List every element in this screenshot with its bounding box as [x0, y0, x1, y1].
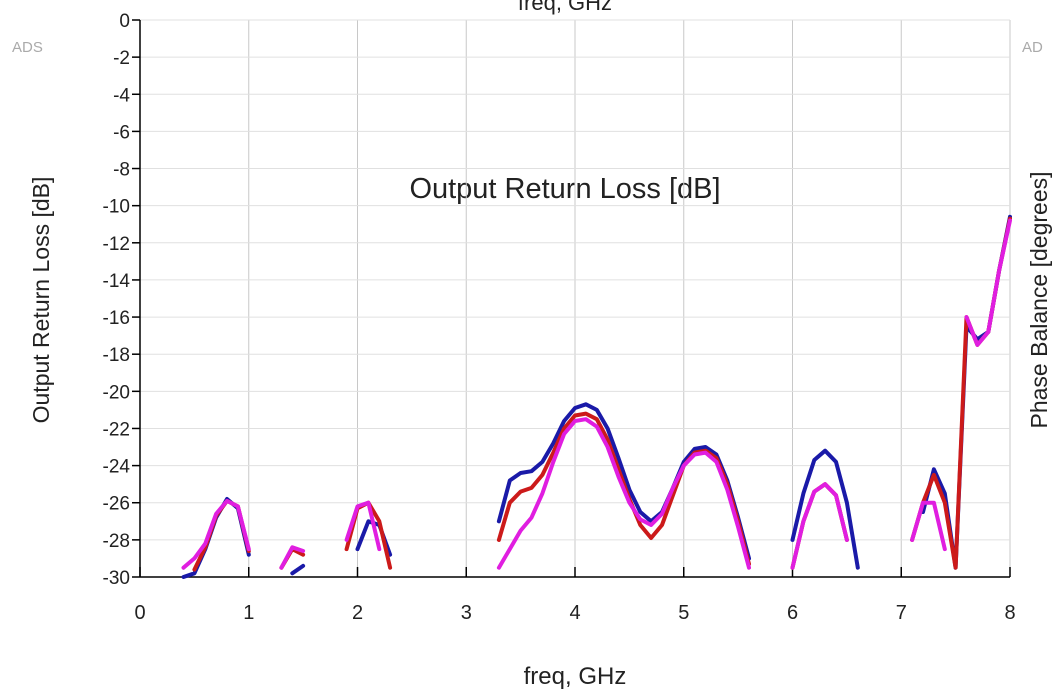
series-line — [181, 218, 1012, 570]
watermark: AD — [1022, 39, 1043, 56]
x-tick-label: 0 — [134, 602, 145, 624]
x-tick-label: 4 — [569, 602, 580, 624]
y-tick-label: -20 — [103, 382, 130, 403]
watermark: ADS — [12, 39, 43, 56]
y-tick-label: 0 — [119, 11, 130, 32]
top-axis-label: freq, GHz — [518, 0, 612, 15]
y-tick-label: -28 — [103, 531, 130, 552]
x-tick-label: 6 — [787, 602, 798, 624]
x-tick-label: 1 — [243, 602, 254, 624]
y-tick-label: -12 — [103, 234, 130, 255]
x-tick-label: 5 — [678, 602, 689, 624]
y2-axis-label: Phase Balance [degrees] — [1026, 171, 1052, 428]
x-axis-label: freq, GHz — [524, 663, 627, 690]
y-tick-label: -2 — [113, 48, 130, 69]
y-tick-label: -22 — [103, 419, 130, 440]
x-tick-label: 2 — [352, 602, 363, 624]
y-tick-label: -24 — [103, 457, 131, 478]
y-tick-label: -4 — [113, 85, 130, 106]
y-tick-label: -14 — [103, 271, 131, 292]
y-tick-label: -10 — [103, 197, 130, 218]
series-line — [192, 216, 1012, 572]
y-axis-label: Output Return Loss [dB] — [28, 177, 54, 424]
y-tick-label: -8 — [113, 160, 130, 181]
x-tick-label: 8 — [1004, 602, 1015, 624]
y-tick-label: -30 — [103, 568, 130, 589]
chart-title: Output Return Loss [dB] — [409, 173, 720, 205]
x-tick-label: 3 — [461, 602, 472, 624]
y-tick-label: -18 — [103, 345, 130, 366]
x-tick-label: 7 — [896, 602, 907, 624]
y-tick-label: -26 — [103, 494, 130, 515]
y-tick-label: -6 — [113, 122, 130, 143]
y-tick-label: -16 — [103, 308, 130, 329]
series-line — [181, 214, 1012, 579]
